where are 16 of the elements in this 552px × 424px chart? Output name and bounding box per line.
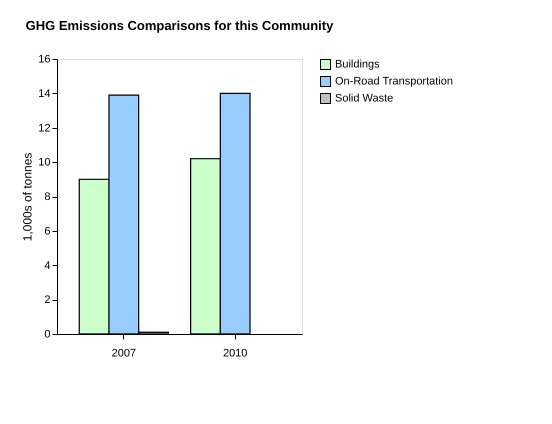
x-tick-label: 2010 — [222, 348, 248, 360]
legend-label: Buildings — [335, 58, 380, 70]
y-tick-label: 6 — [44, 225, 50, 238]
legend-label: Solid Waste — [335, 92, 394, 104]
y-tick-label: 14 — [38, 88, 50, 100]
y-tick-label: 16 — [38, 54, 50, 66]
y-tick-label: 12 — [38, 122, 50, 134]
y-tick-label: 4 — [44, 260, 50, 272]
y-axis-title: 1,000s of tonnes — [20, 152, 34, 242]
chart-title: GHG Emissions Comparisons for this Community — [26, 18, 334, 33]
legend-label: On-Road Transportation — [335, 76, 454, 88]
x-tick-label: 2007 — [112, 348, 136, 360]
y-tick-label: 2 — [44, 294, 50, 306]
y-tick-label: 10 — [38, 156, 50, 169]
y-tick-label: 0 — [44, 328, 50, 340]
y-tick-label: 8 — [44, 191, 50, 203]
